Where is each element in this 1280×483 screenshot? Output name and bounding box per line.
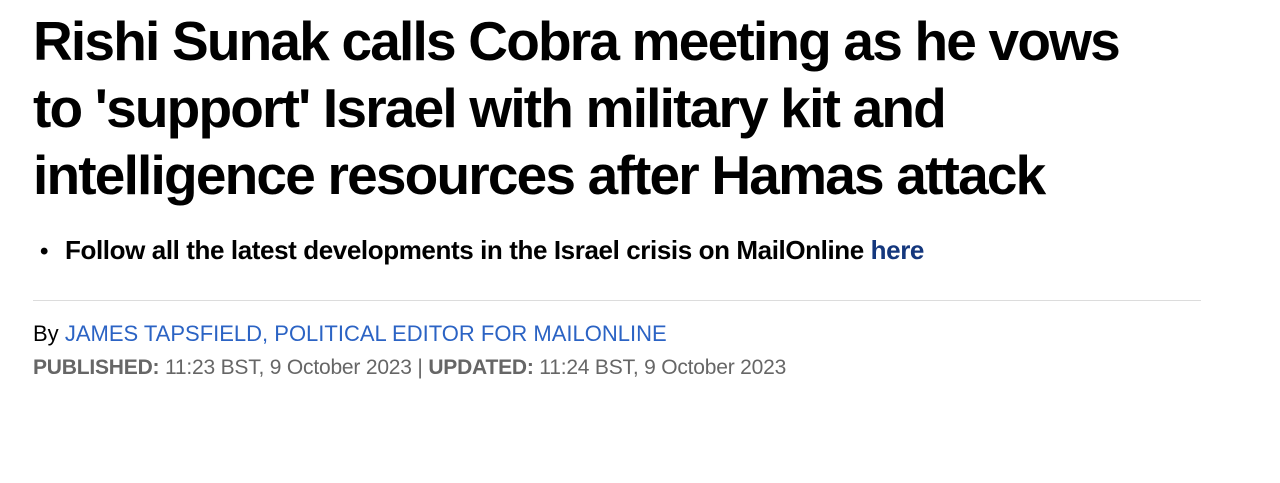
bullet-here-link[interactable]: here	[870, 235, 925, 265]
publish-meta: PUBLISHED: 11:23 BST, 9 October 2023 | U…	[33, 354, 1240, 381]
byline: By JAMES TAPSFIELD, POLITICAL EDITOR FOR…	[33, 320, 1240, 348]
article-headline: Rishi Sunak calls Cobra meeting as he vo…	[33, 10, 1121, 206]
published-value: 11:23 BST, 9 October 2023	[164, 356, 412, 379]
published-label: PUBLISHED:	[33, 356, 160, 379]
bullet-item: • Follow all the latest developments in …	[33, 233, 1240, 269]
bullet-text: Follow all the latest developments in th…	[65, 233, 924, 267]
section-divider	[33, 300, 1201, 301]
bullet-text-main: Follow all the latest developments in th…	[65, 235, 864, 265]
article-header: Rishi Sunak calls Cobra meeting as he vo…	[33, 8, 1240, 381]
byline-author-link[interactable]: JAMES TAPSFIELD, POLITICAL EDITOR FOR MA…	[64, 321, 667, 346]
bullet-list: • Follow all the latest developments in …	[33, 233, 1240, 269]
updated-label: UPDATED:	[428, 356, 534, 379]
byline-prefix: By	[33, 321, 59, 346]
article-page: Rishi Sunak calls Cobra meeting as he vo…	[33, 8, 1240, 381]
updated-value: 11:24 BST, 9 October 2023	[539, 356, 787, 379]
meta-separator: |	[417, 356, 423, 379]
bullet-icon: •	[40, 238, 49, 265]
